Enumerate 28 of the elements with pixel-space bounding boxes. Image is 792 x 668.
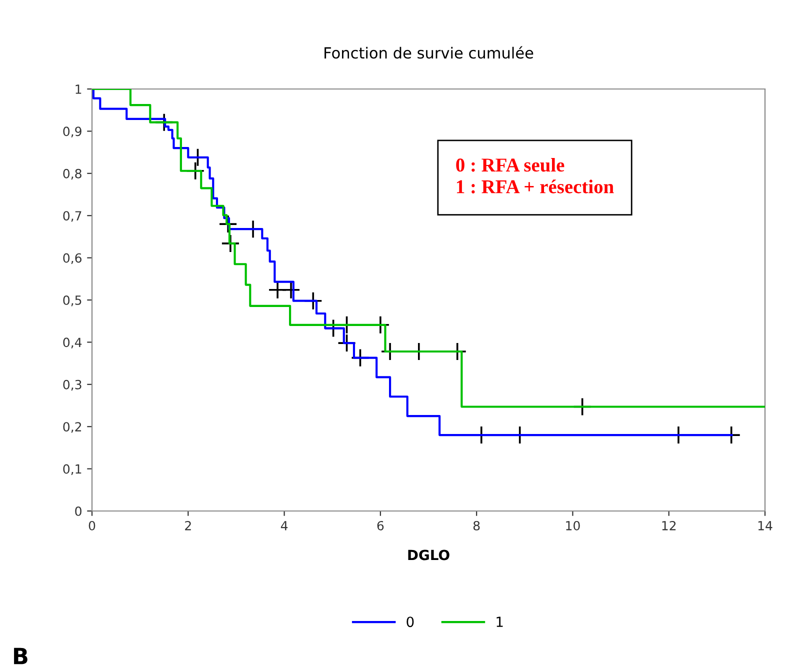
y-tick-label: 0,7 <box>63 211 82 222</box>
y-tick-label: 0,1 <box>63 464 82 475</box>
annotation: 0 : RFA seule <box>456 158 564 172</box>
x-tick-label: 12 <box>662 520 676 530</box>
x-tick-label: 6 <box>377 520 384 530</box>
y-tick-label: 1 <box>76 84 82 94</box>
text: B <box>14 648 28 664</box>
x-tick-label: 14 <box>758 521 772 530</box>
legend-label: 0 <box>406 616 414 628</box>
x-tick-label: 10 <box>566 520 580 530</box>
y-tick-label: 0,8 <box>63 168 82 180</box>
annotation: 1 : RFA + résection <box>456 180 614 194</box>
y-tick-label: 0,9 <box>63 126 82 138</box>
y-tick-label: 0,3 <box>63 380 82 391</box>
chart-title: Fonction de survie cumulée <box>324 46 534 59</box>
x-tick-label: 0 <box>88 520 96 530</box>
legend-label: 1 <box>496 616 503 627</box>
x-tick-label: 2 <box>185 520 191 530</box>
point <box>218 214 238 234</box>
y-tick-label: 0,2 <box>63 422 82 433</box>
point <box>221 234 240 253</box>
y-tick-label: 0,5 <box>63 295 82 306</box>
y-tick-label: 0,4 <box>63 338 82 348</box>
y-tick-label: 0 <box>75 506 82 516</box>
x-tick-label: 8 <box>473 520 480 530</box>
x-axis-title: DGLO <box>408 550 450 560</box>
x-tick-label: 4 <box>280 521 288 530</box>
y-tick-label: 0,6 <box>63 253 82 264</box>
